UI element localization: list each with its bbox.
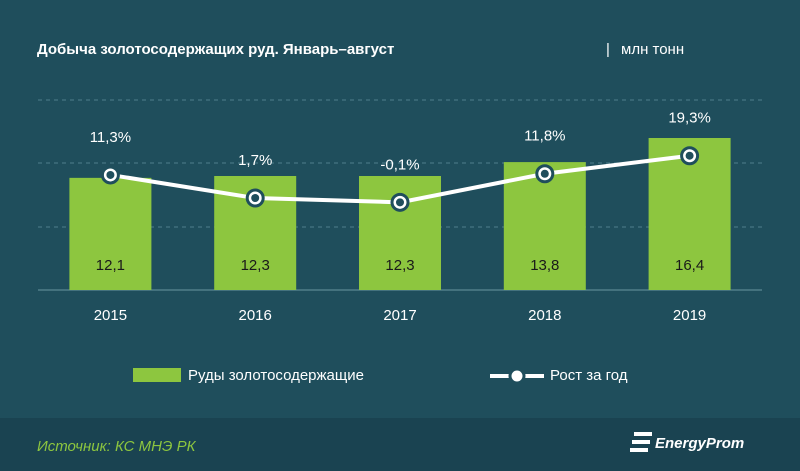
source: Источник: КС МНЭ РК — [37, 438, 197, 455]
x-tick-label: 2016 — [239, 307, 272, 324]
logo-icon — [630, 432, 652, 452]
legend-label: Рост за год — [550, 367, 628, 384]
line-point-dot — [106, 170, 115, 179]
chart-title: Добыча золотосодержащих руд. Январь–авгу… — [37, 41, 394, 58]
line-label: 19,3% — [668, 110, 711, 127]
line-label: -0,1% — [380, 156, 419, 173]
line-point-dot — [685, 151, 694, 160]
bar-label: 12,3 — [385, 257, 414, 274]
x-tick-label: 2018 — [528, 307, 561, 324]
bar-label: 13,8 — [530, 257, 559, 274]
line-point-dot — [251, 194, 260, 203]
subtitle: млн тонн — [621, 41, 684, 58]
x-tick-label: 2015 — [94, 307, 127, 324]
x-tick-label: 2019 — [673, 307, 706, 324]
separator: | — [606, 41, 610, 58]
line-point-dot — [396, 198, 404, 207]
legend-label: Руды золотосодержащие — [188, 367, 364, 384]
logo: EnergyProm — [655, 435, 744, 452]
bar — [503, 162, 586, 290]
bar — [69, 177, 152, 290]
legend-swatch — [133, 368, 181, 382]
bar-label: 16,4 — [675, 257, 704, 274]
line-label: 11,8% — [524, 128, 565, 145]
legend-swatch — [508, 367, 526, 385]
x-tick-label: 2017 — [383, 307, 416, 324]
footer — [0, 418, 800, 471]
line-label: 1,7% — [238, 152, 272, 169]
line-point-dot — [540, 169, 549, 178]
bar-label: 12,1 — [96, 257, 125, 274]
bar-label: 12,3 — [241, 257, 270, 274]
line-label: 11,3% — [90, 129, 131, 146]
